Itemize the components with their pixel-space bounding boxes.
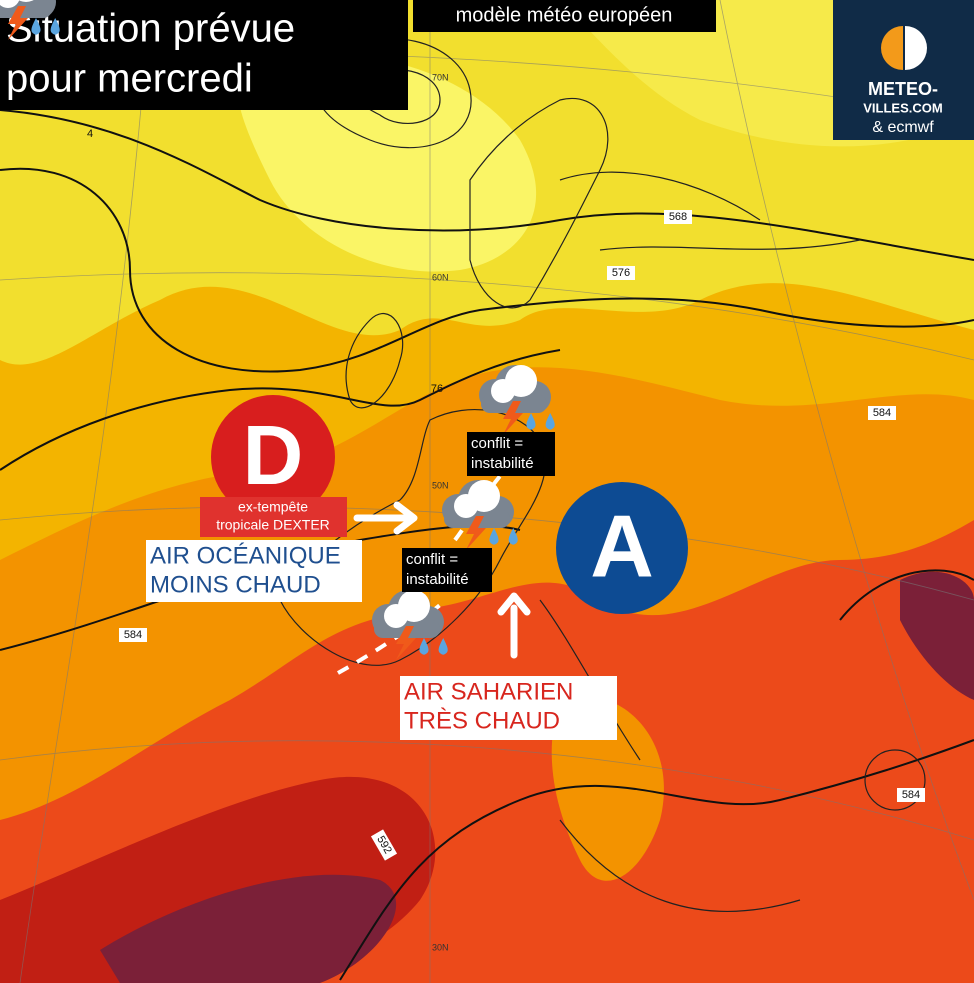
contour-label-box bbox=[664, 210, 692, 224]
low-marker bbox=[211, 395, 335, 519]
air-mass-label: AIR OCÉANIQUE bbox=[150, 542, 341, 569]
field-purple bbox=[100, 874, 397, 983]
contour-label: 584 bbox=[124, 629, 142, 641]
conflict-label: conflit = bbox=[406, 551, 458, 568]
contour-line bbox=[559, 171, 861, 251]
conflict-label: instabilité bbox=[471, 455, 534, 472]
logo-icon bbox=[881, 26, 903, 70]
contour-label: 584 bbox=[902, 789, 920, 801]
title-line: pour mercredi bbox=[6, 57, 253, 101]
contour-label: 76 bbox=[431, 383, 443, 395]
contour-label: 568 bbox=[669, 211, 687, 223]
contour-label-box bbox=[119, 628, 147, 642]
low-label: tropicale DEXTER bbox=[216, 517, 330, 533]
latitude-label: 50N bbox=[432, 480, 449, 490]
conflict-label: conflit = bbox=[471, 435, 523, 452]
storm-icon bbox=[0, 0, 60, 40]
convergence-line bbox=[337, 468, 507, 675]
air-mass-label: MOINS CHAUD bbox=[150, 571, 321, 598]
conflict-label: instabilité bbox=[406, 571, 469, 588]
air-mass-box bbox=[146, 540, 362, 602]
field-purple bbox=[900, 571, 974, 700]
title-box bbox=[0, 0, 408, 110]
air-mass-box bbox=[400, 676, 617, 740]
contour-label: 576 bbox=[612, 267, 630, 279]
logo-text: & ecmwf bbox=[872, 119, 934, 136]
contour-label-box bbox=[897, 788, 925, 802]
contour-label: 584 bbox=[873, 407, 891, 419]
contour-line bbox=[0, 167, 974, 373]
latitude-label: 60N bbox=[432, 272, 449, 282]
conflict-box bbox=[467, 432, 555, 476]
conflict-box bbox=[402, 548, 492, 592]
contour-label-box bbox=[607, 266, 635, 280]
model-label: modèle météo européen bbox=[456, 4, 673, 26]
contour-line bbox=[839, 569, 974, 621]
logo-icon bbox=[905, 26, 927, 70]
contour-line bbox=[0, 109, 974, 261]
field-orange bbox=[551, 696, 664, 881]
contour-line bbox=[0, 349, 561, 471]
high-symbol: A bbox=[590, 496, 654, 595]
logo-text: METEO- bbox=[868, 79, 938, 99]
contour-label: 4 bbox=[87, 128, 93, 140]
logo-box bbox=[833, 0, 974, 140]
contour-line bbox=[864, 749, 926, 811]
high-marker bbox=[556, 482, 688, 614]
model-box bbox=[413, 0, 716, 32]
air-mass-label: TRÈS CHAUD bbox=[404, 707, 560, 734]
arrow bbox=[393, 501, 418, 535]
contour-label-box bbox=[370, 829, 398, 861]
low-symbol: D bbox=[243, 408, 304, 502]
low-label-box bbox=[200, 497, 347, 537]
logo-text: VILLES.COM bbox=[863, 100, 942, 115]
low-label: ex-tempête bbox=[238, 499, 308, 515]
latitude-label: 70N bbox=[432, 72, 449, 82]
coastline bbox=[279, 97, 801, 912]
arrow bbox=[497, 592, 531, 616]
contour-label-box bbox=[868, 406, 896, 420]
latitude-label: 30N bbox=[432, 942, 449, 952]
air-mass-label: AIR SAHARIEN bbox=[404, 678, 573, 705]
contour-line bbox=[339, 739, 974, 981]
